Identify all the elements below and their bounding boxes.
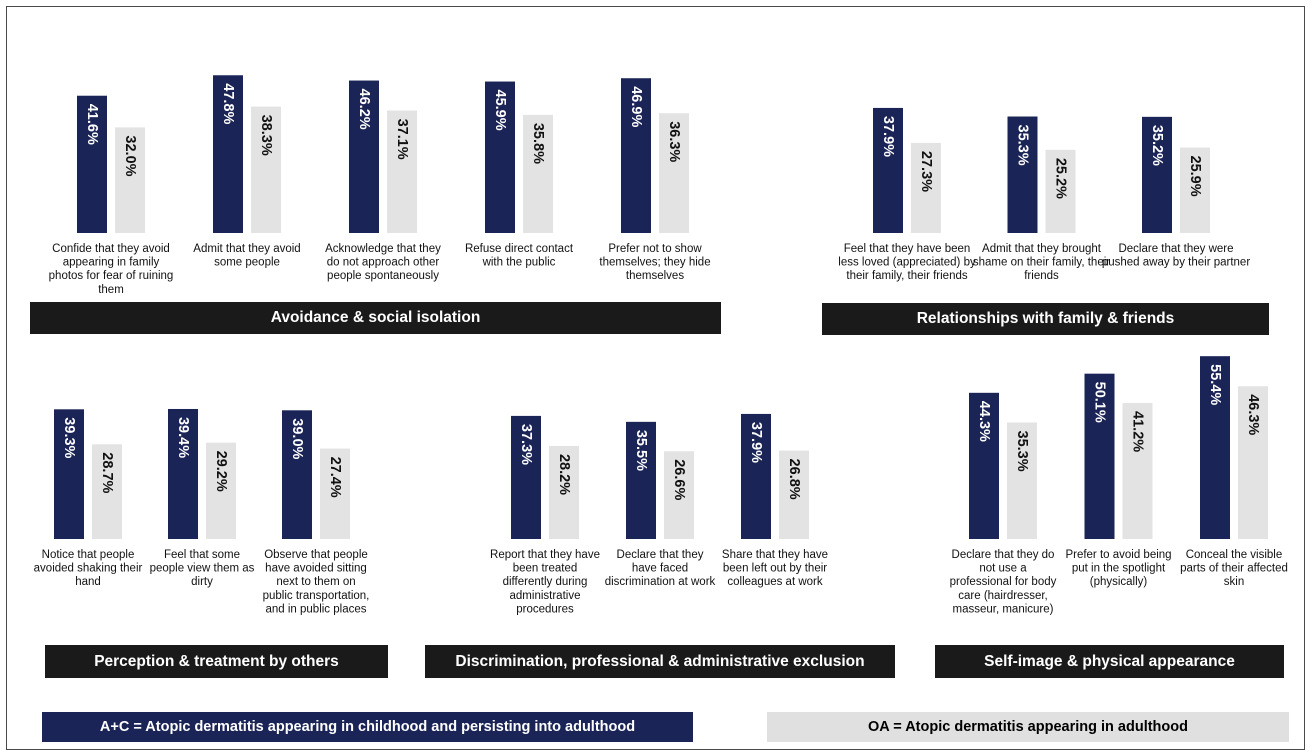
bar-oa-colleagues (779, 450, 809, 539)
value-label-ac-dirty: 39.4% (175, 417, 191, 458)
category-label-colleagues: Share that they have been left out by the… (722, 549, 828, 588)
bar-ac-less-loved (873, 107, 903, 233)
bar-oa-pushed-away (1180, 147, 1210, 233)
value-label-oa-less-loved: 27.3% (918, 151, 934, 192)
category-label-photos: Confide that they avoid appearing in fami… (49, 243, 174, 296)
value-label-ac-handshake: 39.3% (61, 417, 77, 458)
category-label-pushed-away: Declare that they were pushed away by the… (1102, 243, 1250, 269)
category-label-conceal: Conceal the visible parts of their affect… (1180, 549, 1288, 588)
value-label-ac-hide: 46.9% (628, 86, 644, 127)
bar-oa-public-contact (523, 114, 553, 233)
bar-oa-photos (115, 127, 145, 233)
bar-ac-body-care (969, 392, 999, 539)
value-label-ac-spotlight: 50.1% (1092, 382, 1108, 423)
value-label-ac-admin: 37.3% (518, 424, 534, 465)
value-label-ac-sitting: 39.0% (289, 418, 305, 459)
value-label-ac-avoid-people: 47.8% (220, 83, 236, 124)
bar-oa-hide (659, 113, 689, 233)
value-label-ac-work-discrimination: 35.5% (633, 430, 649, 471)
value-label-oa-pushed-away: 25.9% (1187, 156, 1203, 197)
category-label-shame: Admit that they brought shame on their fa… (973, 243, 1110, 282)
legend-ac: A+C = Atopic dermatitis appearing in chi… (42, 712, 693, 742)
value-label-oa-not-approach: 37.1% (394, 119, 410, 160)
bar-oa-dirty (206, 442, 236, 539)
category-label-not-approach: Acknowledge that they do not approach oth… (325, 243, 441, 282)
category-label-body-care: Declare that they do not use a professiona… (950, 549, 1057, 615)
bar-ac-not-approach (349, 80, 379, 233)
bar-ac-conceal (1200, 356, 1230, 539)
category-label-handshake: Notice that people avoided shaking their h… (34, 549, 143, 588)
value-label-oa-colleagues: 26.8% (786, 459, 802, 500)
bar-ac-public-contact (485, 81, 515, 233)
value-label-ac-body-care: 44.3% (976, 401, 992, 442)
value-label-ac-photos: 41.6% (84, 104, 100, 145)
value-label-oa-shame: 25.2% (1053, 158, 1069, 199)
bar-charts: 41.6% 32.0% Confide that they avoid appeari… (34, 75, 1288, 615)
bar-oa-spotlight (1122, 403, 1153, 539)
group-title-perception: Perception & treatment by others (45, 645, 388, 678)
bar-oa-not-approach (387, 110, 417, 233)
value-label-oa-public-contact: 35.8% (530, 123, 546, 164)
category-label-less-loved: Feel that they have been less loved (appr… (838, 243, 976, 282)
category-label-sitting: Observe that people have avoided sitting n… (263, 549, 370, 615)
bar-ac-shame (1007, 116, 1038, 233)
bar-oa-conceal (1238, 386, 1268, 539)
bar-ac-hide (621, 78, 651, 233)
bar-ac-admin (511, 415, 541, 539)
category-label-avoid-people: Admit that they avoid some people (193, 243, 300, 269)
value-label-oa-avoid-people: 38.3% (258, 115, 274, 156)
bar-ac-dirty (168, 408, 198, 539)
value-label-oa-work-discrimination: 26.6% (671, 459, 687, 500)
bar-ac-avoid-people (213, 75, 243, 233)
group-title-avoidance: Avoidance & social isolation (30, 302, 721, 334)
bar-oa-handshake (92, 444, 122, 539)
category-label-public-contact: Refuse direct contact with the public (465, 243, 574, 269)
bar-oa-body-care (1007, 422, 1037, 539)
value-label-oa-hide: 36.3% (666, 121, 682, 162)
value-label-oa-spotlight: 41.2% (1130, 411, 1146, 452)
value-label-oa-body-care: 35.3% (1014, 431, 1030, 472)
bar-oa-avoid-people (251, 106, 281, 233)
bar-oa-work-discrimination (664, 451, 694, 539)
bar-ac-handshake (54, 409, 84, 539)
value-label-oa-handshake: 28.7% (99, 452, 115, 493)
bar-oa-less-loved (911, 142, 941, 233)
figure-frame: 41.6% 32.0% Confide that they avoid appeari… (6, 6, 1305, 750)
value-label-ac-pushed-away: 35.2% (1149, 125, 1165, 166)
bar-ac-sitting (282, 410, 312, 539)
category-label-hide: Prefer not to show themselves; they hide t… (599, 243, 710, 282)
value-label-oa-sitting: 27.4% (327, 457, 343, 498)
category-label-admin: Report that they have been treated differe… (490, 549, 600, 615)
value-label-ac-public-contact: 45.9% (492, 90, 508, 131)
value-label-ac-less-loved: 37.9% (880, 116, 896, 157)
value-label-ac-shame: 35.3% (1015, 125, 1031, 166)
bar-oa-shame (1045, 149, 1076, 233)
category-label-work-discrimination: Declare that they have faced discriminatio… (605, 549, 716, 588)
value-label-oa-dirty: 29.2% (213, 451, 229, 492)
bar-ac-photos (77, 95, 107, 233)
value-label-oa-conceal: 46.3% (1245, 394, 1261, 435)
group-title-self-image: Self-image & physical appearance (935, 645, 1284, 678)
bar-ac-work-discrimination (626, 421, 656, 539)
group-title-discrimination: Discrimination, professional & administr… (425, 645, 895, 678)
group-title-relationships: Relationships with family & friends (822, 303, 1269, 335)
value-label-oa-photos: 32.0% (122, 135, 138, 176)
value-label-ac-colleagues: 37.9% (748, 422, 764, 463)
bar-ac-colleagues (741, 413, 771, 539)
value-label-oa-admin: 28.2% (556, 454, 572, 495)
category-label-dirty: Feel that some people view them as dirty (150, 549, 255, 588)
legend-oa: OA = Atopic dermatitis appearing in adul… (767, 712, 1289, 742)
bar-oa-admin (549, 445, 579, 539)
value-label-ac-not-approach: 46.2% (356, 89, 372, 130)
bar-ac-spotlight (1084, 373, 1115, 539)
value-label-ac-conceal: 55.4% (1207, 364, 1223, 405)
bar-oa-sitting (320, 448, 350, 539)
bar-ac-pushed-away (1142, 116, 1172, 233)
category-label-spotlight: Prefer to avoid being put in the spotligh… (1065, 549, 1171, 588)
